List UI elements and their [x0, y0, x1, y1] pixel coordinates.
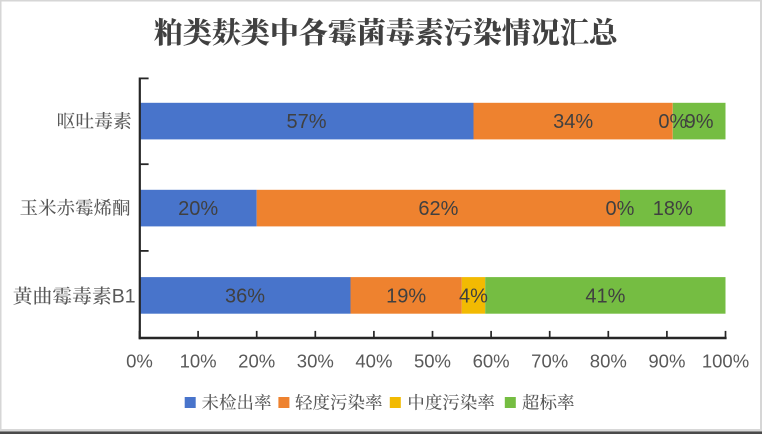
svg-text:B1: B1 [112, 286, 136, 308]
svg-text:0%: 0% [658, 111, 687, 133]
svg-text:19%: 19% [386, 285, 426, 307]
svg-text:57%: 57% [286, 111, 326, 133]
svg-text:34%: 34% [553, 111, 593, 133]
svg-text:0%: 0% [606, 198, 635, 220]
svg-text:36%: 36% [225, 285, 265, 307]
svg-text:9%: 9% [685, 111, 714, 133]
svg-text:62%: 62% [418, 198, 458, 220]
svg-text:30%: 30% [297, 351, 334, 372]
svg-text:0%: 0% [126, 351, 153, 372]
svg-text:4%: 4% [459, 285, 488, 307]
svg-text:20%: 20% [178, 198, 218, 220]
svg-text:60%: 60% [473, 351, 510, 372]
svg-text:18%: 18% [653, 198, 693, 220]
svg-text:90%: 90% [648, 351, 685, 372]
svg-text:100%: 100% [702, 351, 749, 372]
svg-text:80%: 80% [590, 351, 627, 372]
svg-text:40%: 40% [355, 351, 392, 372]
svg-text:70%: 70% [531, 351, 568, 372]
svg-text:50%: 50% [414, 351, 451, 372]
svg-text:41%: 41% [585, 285, 625, 307]
svg-text:20%: 20% [238, 351, 275, 372]
svg-text:10%: 10% [180, 351, 217, 372]
